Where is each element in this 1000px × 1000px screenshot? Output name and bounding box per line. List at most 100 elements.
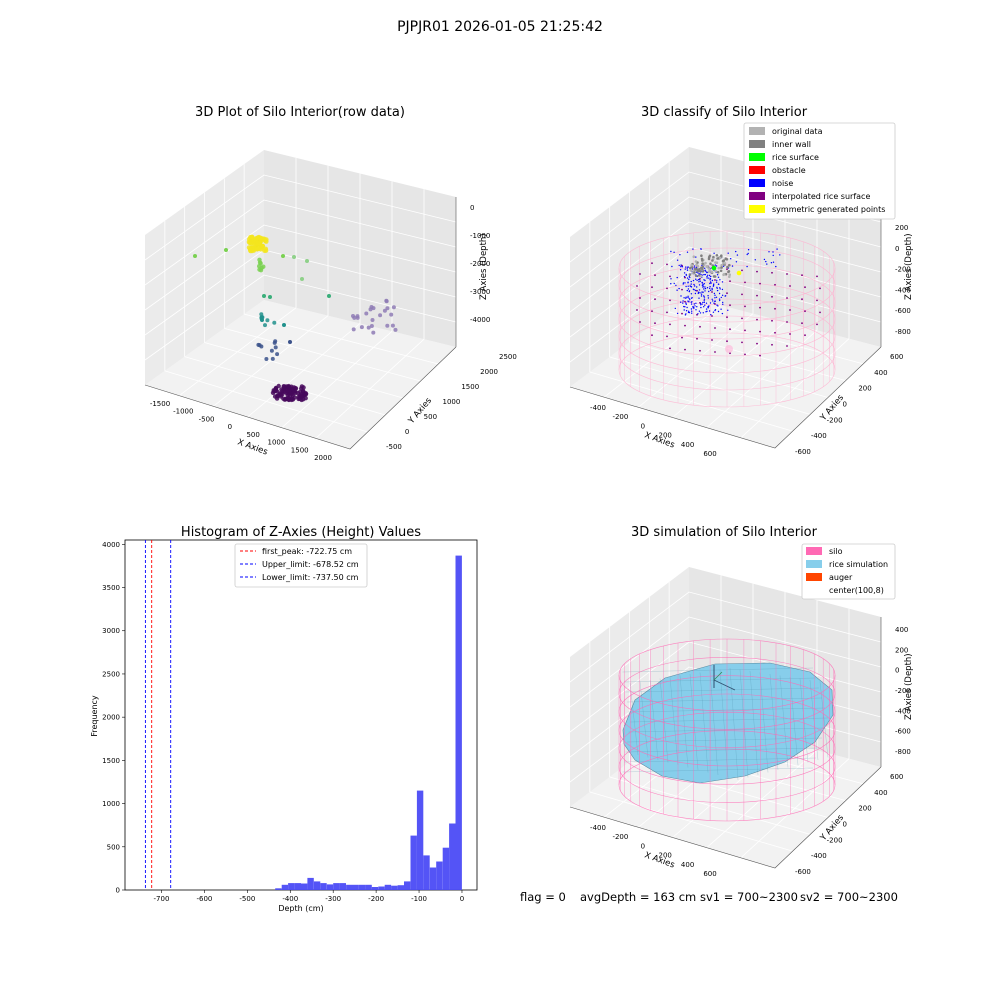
noise-point [697,313,699,315]
raw-data-point [285,393,290,398]
legend-swatch [749,127,765,135]
noise-point [716,286,718,289]
interpolated-rice-point [756,294,758,297]
classify-y-tick: -600 [795,448,811,456]
surface-mesh-line [626,697,823,703]
noise-point [691,310,693,312]
interpolated-rice-point [726,316,728,319]
noise-point [716,279,718,281]
raw-data-point [261,264,266,269]
legend-label: inner wall [772,140,811,149]
raw-data-point [389,312,394,317]
interpolated-rice-point [669,323,671,326]
wall-point [714,261,717,264]
noise-point [702,312,704,314]
noise-point [703,301,705,304]
legend-label: original data [772,127,823,136]
raw-x-tick: 1500 [291,446,309,454]
classify-z-tick: -200 [895,266,911,274]
y-tick-label: 3500 [102,584,120,592]
surface-mesh-line [749,670,759,776]
raw-data-point [193,254,197,258]
noise-point [709,278,712,280]
raw-data-point [257,267,262,272]
surface-mesh-line [769,673,779,771]
noise-point [716,304,718,306]
surface-mesh-line [625,687,820,693]
histogram-plot-frame [124,539,478,891]
interpolated-rice-point [729,328,731,331]
x-tick-label: -700 [154,895,170,903]
y-tick-label: 4000 [102,541,120,549]
interpolated-rice-point [669,347,671,350]
noise-point [724,295,727,297]
wall-point [701,262,704,266]
raw-data-point [364,311,369,316]
noise-point [684,306,686,308]
raw-y-tick: 1500 [461,383,479,391]
x-tick-label: -100 [411,895,427,903]
interpolated-rice-point [741,269,743,272]
surface-mesh-line [719,669,729,778]
noise-point [708,310,711,312]
noise-point [717,283,720,285]
interpolated-rice-point [699,325,701,328]
noise-point [686,306,688,309]
histogram-bar [320,883,327,890]
noise-point [706,271,708,274]
noise-point [679,254,681,256]
raw-data-point [224,248,228,252]
noise-point [714,309,717,311]
histogram-x-axis-label: Depth (cm) [278,904,323,913]
noise-point [688,278,690,281]
raw-data-point [257,343,262,348]
noise-point [703,274,705,276]
noise-point [694,292,697,295]
legend-swatch [749,140,765,148]
classify-z-tick: 200 [895,224,908,232]
noise-point [713,283,715,285]
noise-point [727,252,729,254]
raw-data-point [299,384,305,389]
classify-x-tick: 0 [641,422,645,430]
noise-point [706,277,708,279]
histogram-bar [436,861,443,890]
legend-label: center(100,8) [829,586,884,595]
classify-panel-title: 3D classify of Silo Interior [641,105,808,120]
interpolated-rice-point [789,333,791,335]
noise-point [688,290,690,293]
noise-point [707,295,709,297]
noise-point [686,251,689,253]
noise-point [719,287,721,289]
interpolated-rice-point [666,263,668,266]
noise-point [690,293,693,295]
axis-edge [569,766,882,869]
noise-point [682,302,684,304]
noise-point [691,268,694,270]
raw-data-point [257,260,263,265]
raw-data-point [273,345,278,350]
noise-point [704,269,706,271]
classify-z-axis-label: Z Axies (Depth) [904,233,914,300]
histogram-bar [423,855,430,890]
raw-z-tick: 0 [470,204,474,212]
legend-swatch [749,192,765,200]
legend-label: rice surface [772,153,819,162]
noise-point [688,297,690,300]
interpolated-rice-point [699,349,701,352]
interpolated-rice-point [714,279,716,281]
raw-data-point [327,294,331,298]
raw-z-tick: -1000 [470,232,490,240]
noise-point [706,275,708,278]
classify-z-tick: -800 [895,328,911,336]
noise-point [719,299,721,302]
raw-x-tick: -1000 [173,408,193,416]
noise-point [704,286,706,288]
noise-point [765,260,767,263]
raw-y-tick: 2500 [499,353,517,361]
wall-point [725,258,729,261]
noise-point [690,286,693,288]
noise-point [698,281,700,283]
noise-point [722,301,724,304]
histogram-bar [326,884,334,890]
